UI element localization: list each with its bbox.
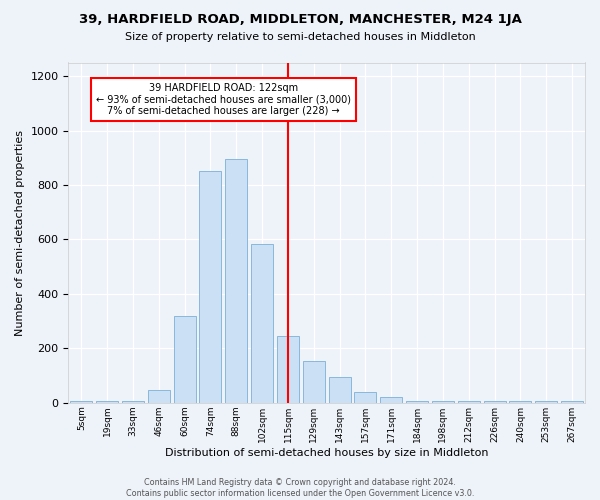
- Bar: [226, 159, 247, 403]
- Bar: [484, 402, 506, 403]
- Bar: [303, 360, 325, 403]
- Bar: [199, 172, 221, 403]
- Bar: [148, 390, 170, 403]
- Text: 39, HARDFIELD ROAD, MIDDLETON, MANCHESTER, M24 1JA: 39, HARDFIELD ROAD, MIDDLETON, MANCHESTE…: [79, 12, 521, 26]
- Bar: [173, 316, 196, 403]
- Bar: [432, 402, 454, 403]
- Bar: [406, 402, 428, 403]
- Bar: [96, 402, 118, 403]
- X-axis label: Distribution of semi-detached houses by size in Middleton: Distribution of semi-detached houses by …: [165, 448, 488, 458]
- Bar: [355, 392, 376, 403]
- Bar: [251, 244, 273, 403]
- Y-axis label: Number of semi-detached properties: Number of semi-detached properties: [15, 130, 25, 336]
- Text: Size of property relative to semi-detached houses in Middleton: Size of property relative to semi-detach…: [125, 32, 475, 42]
- Text: 39 HARDFIELD ROAD: 122sqm
← 93% of semi-detached houses are smaller (3,000)
7% o: 39 HARDFIELD ROAD: 122sqm ← 93% of semi-…: [96, 83, 351, 116]
- Bar: [509, 402, 532, 403]
- Bar: [380, 398, 402, 403]
- Bar: [329, 377, 350, 403]
- Bar: [561, 402, 583, 403]
- Bar: [70, 402, 92, 403]
- Bar: [458, 402, 480, 403]
- Bar: [535, 402, 557, 403]
- Bar: [277, 336, 299, 403]
- Text: Contains HM Land Registry data © Crown copyright and database right 2024.
Contai: Contains HM Land Registry data © Crown c…: [126, 478, 474, 498]
- Bar: [122, 402, 144, 403]
